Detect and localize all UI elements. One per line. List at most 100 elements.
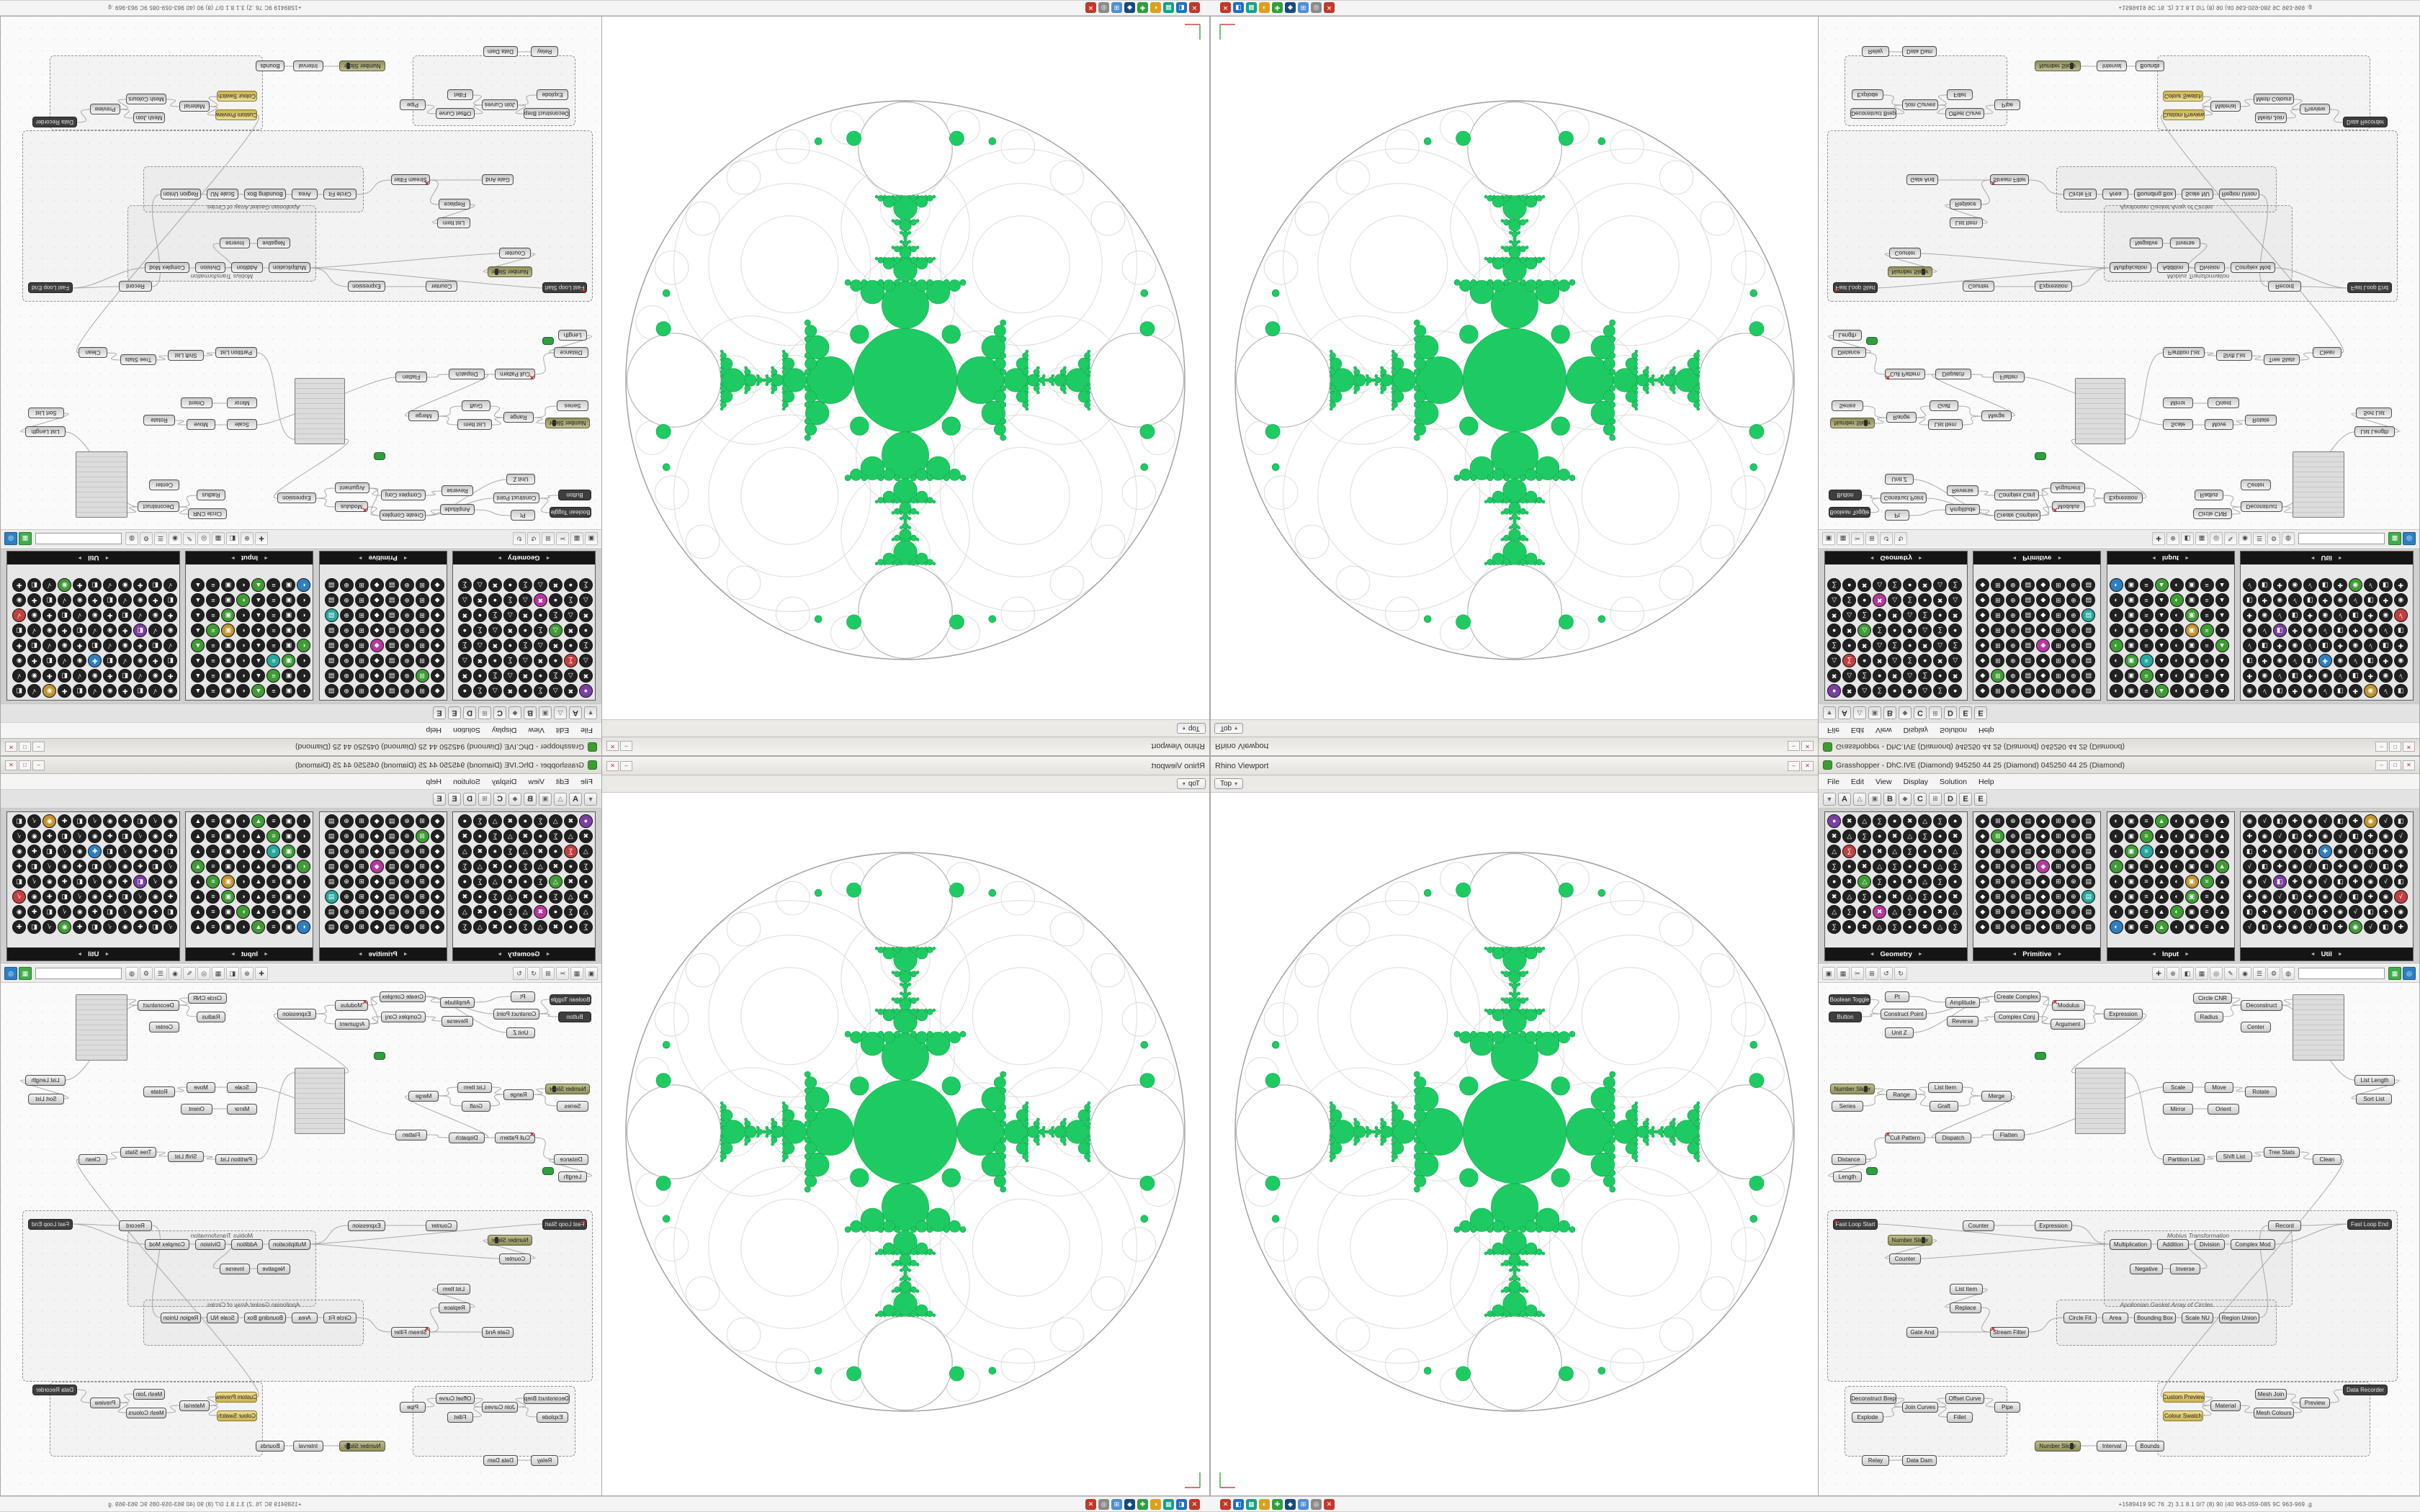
component-icon[interactable]: ◆ (1976, 654, 1990, 667)
component-icon[interactable]: ⊞ (1991, 829, 2005, 843)
component-icon[interactable]: ✚ (2348, 814, 2362, 828)
component-icon[interactable]: ◐ (2169, 814, 2184, 828)
component-icon[interactable]: ≡ (266, 845, 281, 858)
component-icon[interactable]: ⊕ (339, 845, 354, 858)
component-icon[interactable]: ◉ (12, 593, 27, 607)
component-icon[interactable]: √ (2318, 875, 2332, 888)
component-icon[interactable]: ≡ (206, 608, 220, 622)
component-icon[interactable]: ∑ (457, 639, 472, 652)
menu-display[interactable]: Display (491, 726, 517, 735)
toolbar-icon[interactable]: ✚ (255, 532, 268, 545)
menu-file[interactable]: File (1827, 777, 1839, 786)
gh-node[interactable]: Inverse (220, 238, 250, 248)
close-button[interactable]: ✕ (2403, 760, 2415, 770)
toolbar-icon[interactable]: ◍ (2282, 532, 2295, 545)
component-icon[interactable]: ✚ (148, 654, 163, 667)
component-icon[interactable]: ● (1918, 845, 1932, 858)
left-arrow-icon[interactable]: ◄ (2310, 555, 2316, 561)
component-icon[interactable]: ● (548, 593, 563, 607)
component-icon[interactable]: ◉ (88, 608, 102, 622)
gh-node[interactable]: Sort List (2356, 1094, 2392, 1104)
gh-node[interactable]: Pipe (400, 99, 426, 110)
component-icon[interactable]: ◉ (73, 593, 87, 607)
component-icon[interactable]: ▲ (251, 639, 266, 652)
right-arrow-icon[interactable]: ► (357, 555, 363, 561)
component-icon[interactable]: ⊕ (2006, 905, 2020, 919)
component-icon[interactable]: ◧ (118, 829, 133, 843)
gh-node[interactable]: Stream Filter ✕ (1990, 1327, 2029, 1338)
component-icon[interactable]: √ (12, 669, 27, 683)
gh-node[interactable]: Center (2241, 1022, 2271, 1032)
component-tab-icon[interactable]: ⊞ (1929, 792, 1942, 806)
component-icon[interactable]: △ (1918, 814, 1932, 828)
component-icon[interactable]: ✚ (2272, 578, 2287, 592)
component-icon[interactable]: ▲ (2154, 845, 2169, 858)
gh-node[interactable]: Fast Loop Start ✕ (542, 1219, 587, 1230)
component-icon[interactable]: ≡ (2139, 669, 2154, 683)
component-icon[interactable]: ◆ (1976, 608, 1990, 622)
menu-view[interactable]: View (1876, 726, 1892, 735)
component-icon[interactable]: ✚ (2303, 890, 2317, 904)
gh-canvas[interactable]: Mobius Transformation Apollonian Gasket A… (1, 983, 601, 1495)
toolbar-icon[interactable]: ⊕ (241, 532, 254, 545)
component-icon[interactable]: ⊞ (1991, 905, 2005, 919)
component-icon[interactable]: △ (488, 684, 502, 698)
gh-node[interactable]: Pt (511, 510, 535, 521)
component-icon[interactable]: ≡ (2200, 654, 2214, 667)
component-icon[interactable]: ⊞ (415, 639, 429, 652)
right-arrow-icon[interactable]: ► (2337, 951, 2343, 957)
component-icon[interactable]: ◆ (430, 654, 444, 667)
component-icon[interactable]: ✖ (1918, 860, 1932, 873)
component-icon[interactable]: ◉ (2242, 624, 2257, 637)
gh-node[interactable]: Cull Pattern ✕ (1885, 369, 1925, 379)
gh-node[interactable]: Division (195, 262, 225, 273)
toolbar-icon[interactable]: ▦ (2195, 532, 2208, 545)
component-icon[interactable]: ✚ (2363, 890, 2378, 904)
gh-node[interactable]: Unit Z (506, 1027, 535, 1038)
toolbar-icon[interactable]: ⊕ (2166, 532, 2179, 545)
component-icon[interactable]: ✚ (2378, 845, 2393, 858)
component-icon[interactable]: √ (27, 684, 42, 698)
gh-node[interactable]: Circle CNR (188, 508, 227, 519)
component-icon[interactable]: ∑ (1948, 639, 1963, 652)
component-tab-icon[interactable]: ▣ (539, 792, 552, 806)
toolbar-accent-button[interactable]: ◎ (2403, 967, 2416, 980)
gh-node[interactable]: Preview (90, 104, 120, 114)
component-icon[interactable]: ✚ (2287, 684, 2302, 698)
taskbar-app-photos-icon[interactable]: ◐ (1150, 2, 1161, 14)
gh-node[interactable]: Record (119, 1220, 152, 1231)
gh-node[interactable]: Graft (462, 400, 490, 411)
component-icon[interactable]: △ (578, 845, 593, 858)
component-icon[interactable]: ◉ (2363, 875, 2378, 888)
component-icon[interactable]: ▣ (221, 624, 236, 637)
component-icon[interactable]: √ (73, 669, 87, 683)
component-icon[interactable]: △ (1933, 920, 1948, 934)
gh-node[interactable]: Boolean Toggle (550, 994, 591, 1005)
gh-node[interactable]: Reverse (1947, 485, 1978, 496)
gh-node[interactable]: Custom Preview (215, 109, 257, 120)
component-icon[interactable]: ▣ (282, 905, 296, 919)
component-icon[interactable]: ◉ (58, 639, 72, 652)
component-icon[interactable]: ⊞ (1991, 578, 2005, 592)
component-icon[interactable]: ◧ (42, 593, 57, 607)
component-icon[interactable]: ✚ (2363, 608, 2378, 622)
component-icon[interactable]: ▣ (2184, 654, 2199, 667)
slider-knob[interactable] (552, 1086, 556, 1092)
gh-node[interactable]: Scale (227, 1082, 257, 1093)
component-icon[interactable]: △ (563, 608, 578, 622)
gh-node[interactable]: Button (558, 490, 591, 500)
gh-node[interactable]: Rotate (143, 1086, 175, 1097)
toolbar-icon[interactable]: ✎ (2224, 532, 2237, 545)
left-arrow-icon[interactable]: ◄ (1869, 555, 1875, 561)
gh-node[interactable]: Modulus ✕ (2052, 1000, 2085, 1011)
toolbar-icon[interactable]: ☰ (2253, 532, 2266, 545)
gh-node[interactable]: Number Slider (1830, 418, 1875, 428)
component-icon[interactable]: △ (1857, 875, 1872, 888)
component-icon[interactable]: ◉ (2348, 639, 2362, 652)
component-icon[interactable]: ⊞ (1991, 845, 2005, 858)
gh-node[interactable]: Dispatch (1935, 369, 1971, 379)
component-icon[interactable]: √ (58, 654, 72, 667)
component-icon[interactable]: √ (2393, 608, 2408, 622)
component-icon[interactable]: ∑ (472, 875, 487, 888)
component-icon[interactable]: ∑ (563, 654, 578, 667)
